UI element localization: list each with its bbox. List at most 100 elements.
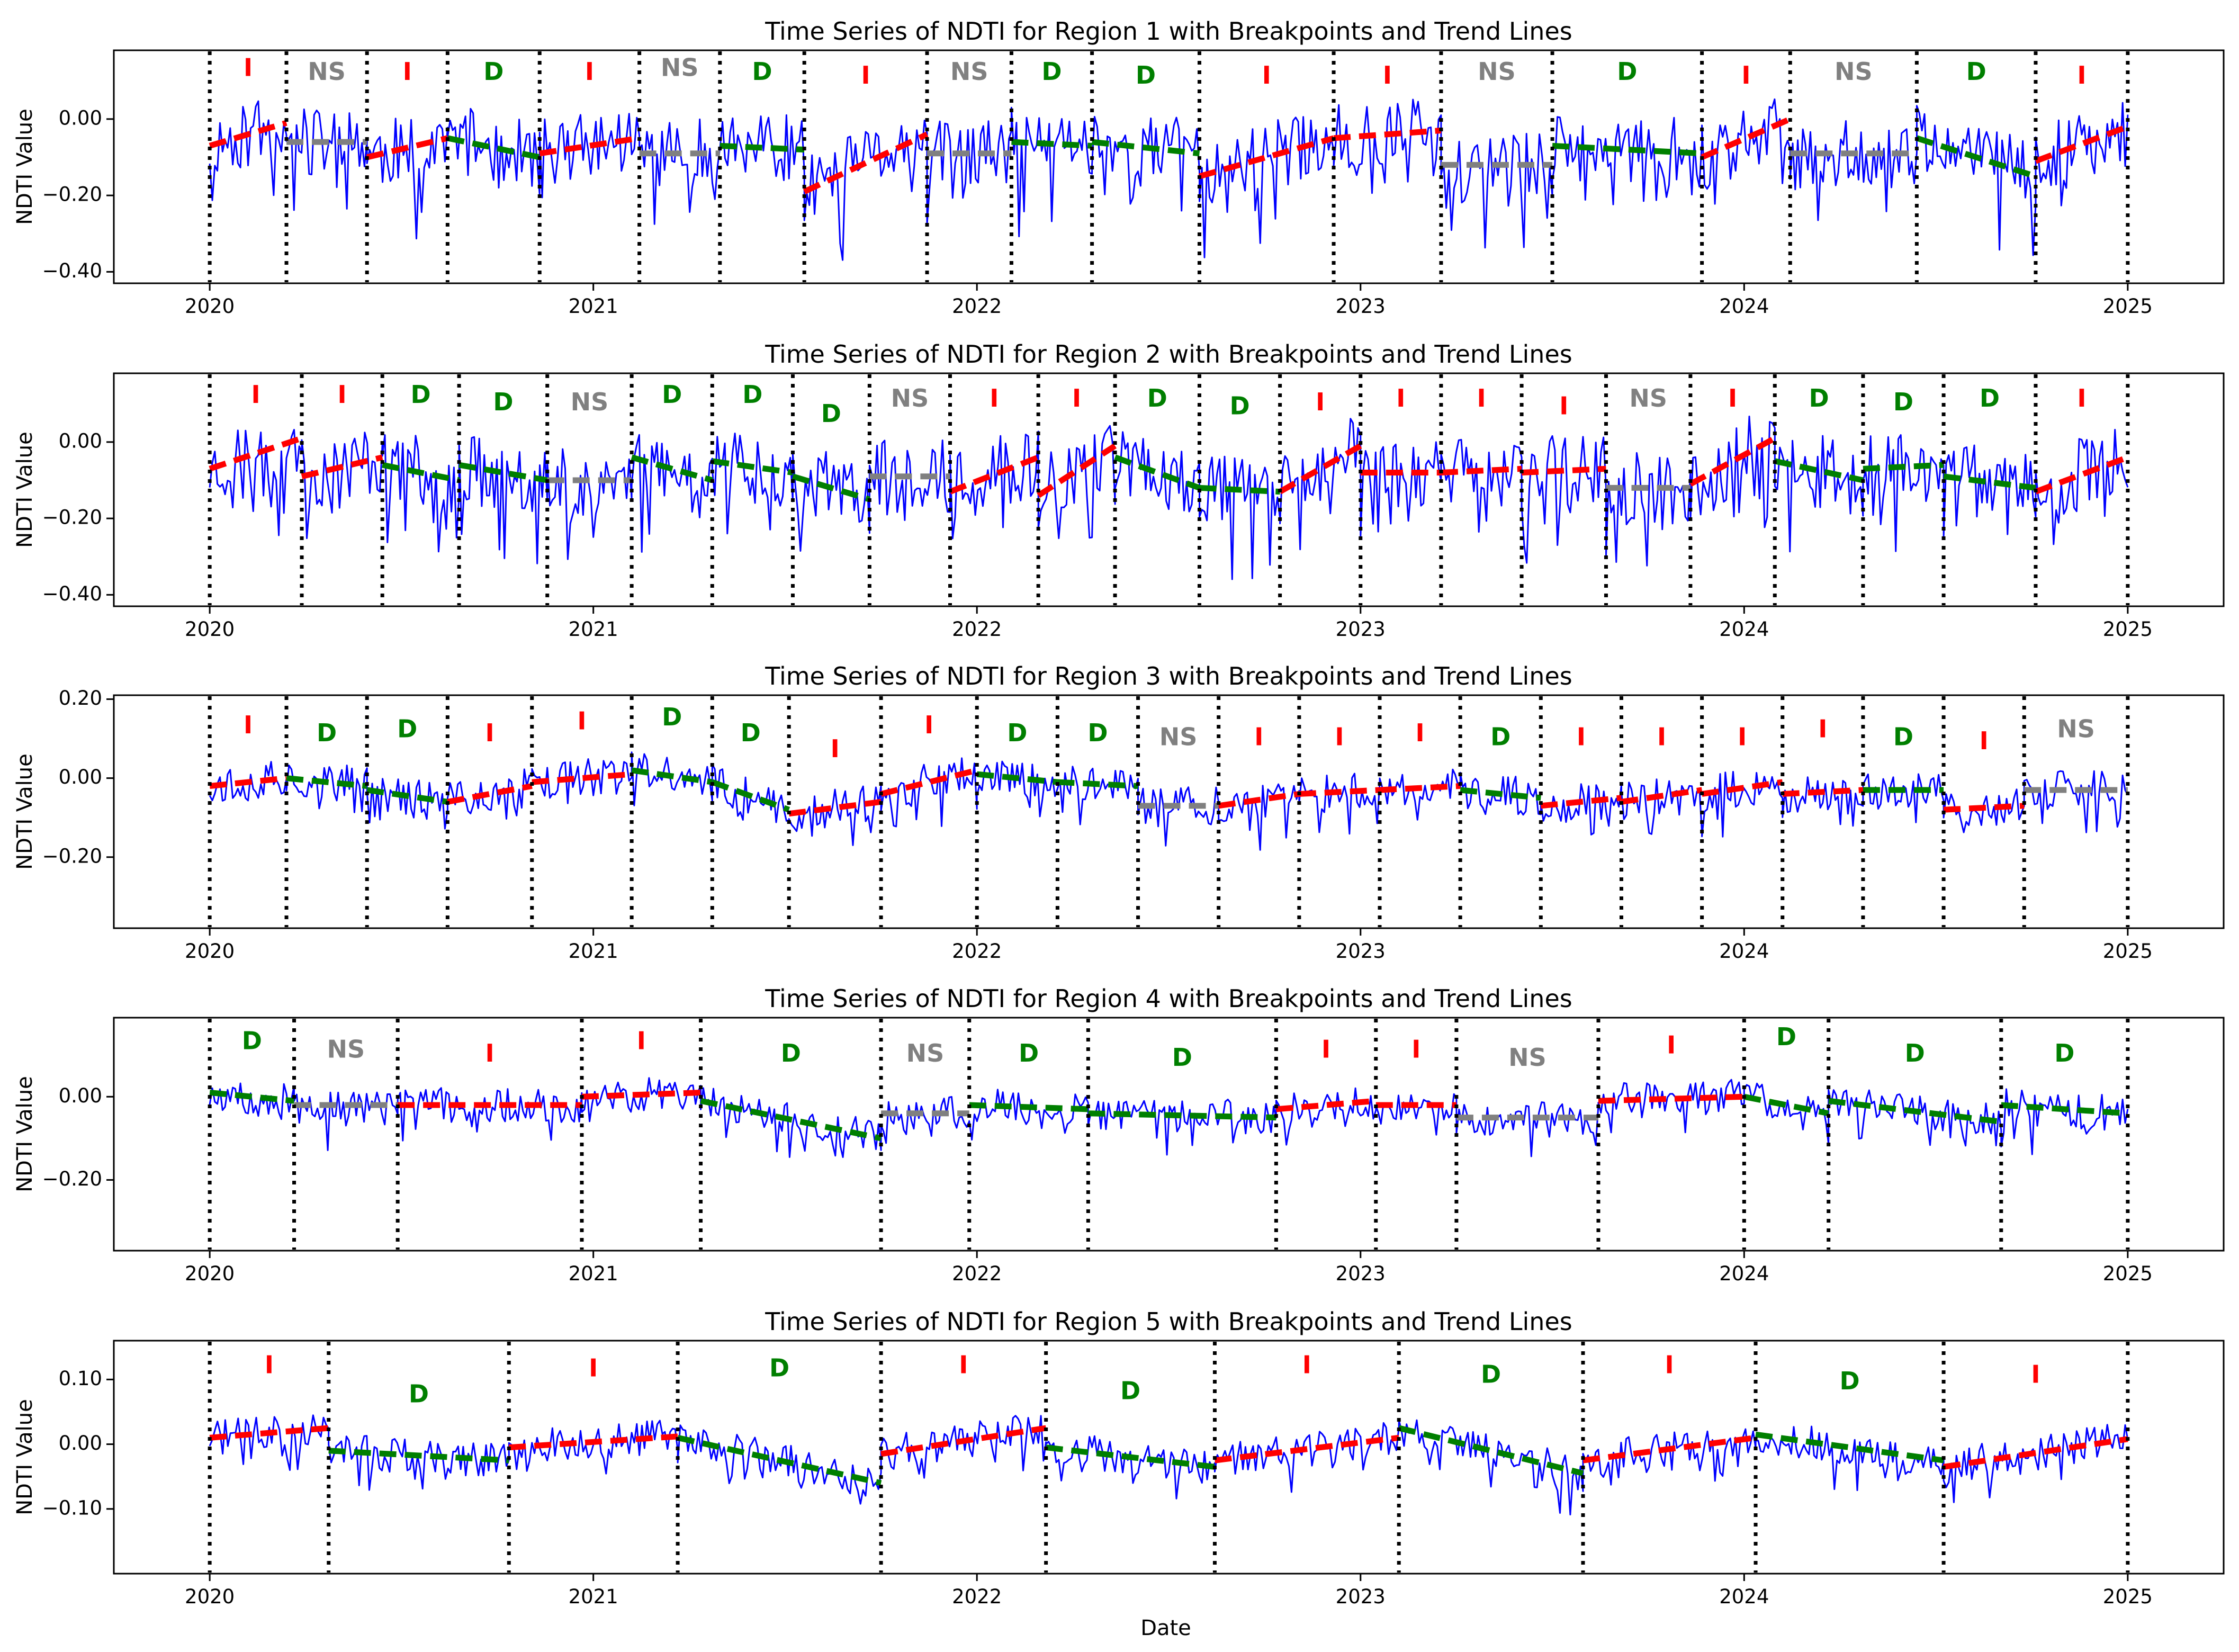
segment-trend-label: D (483, 57, 503, 86)
segment-trend-label: D (1172, 1043, 1192, 1072)
trend-line (1198, 135, 1335, 179)
x-tick-label: 2022 (952, 940, 1002, 963)
segment-trend-label: D (1776, 1022, 1796, 1051)
segment-trend-label: I (485, 1039, 494, 1067)
trend-line (209, 435, 303, 472)
trend-line (2035, 124, 2129, 164)
segment-trend-label: D (2054, 1039, 2074, 1067)
segment-trend-label: D (1147, 384, 1167, 412)
segment-trend-label: I (485, 719, 494, 747)
segment-trend-label: I (1980, 726, 1989, 755)
segment-trend-label: I (1477, 384, 1486, 412)
trend-line (631, 767, 713, 785)
segment-trend-label: D (821, 399, 841, 428)
x-tick-label: 2025 (2103, 1262, 2153, 1285)
ndti-series-line (209, 98, 2129, 261)
y-tick-label: 0.00 (59, 1432, 102, 1455)
trend-line (1943, 1436, 2128, 1470)
segment-trend-label: I (831, 734, 840, 763)
trend-line (803, 131, 929, 194)
trend-line (1299, 787, 1380, 797)
segment-trend-label: I (1741, 61, 1750, 89)
segment-trend-label: I (2077, 61, 2086, 89)
x-tick-label: 2023 (1336, 295, 1386, 318)
trend-line (1621, 787, 1703, 805)
segment-trend-label: I (1411, 1035, 1420, 1063)
trend-line (1037, 443, 1117, 498)
segment-trend-label: D (1839, 1367, 1859, 1395)
trend-line (1774, 458, 1864, 483)
trend-line (382, 462, 460, 483)
segment-trend-label: I (1577, 723, 1586, 751)
segment-trend-label: I (861, 61, 870, 89)
segment-trend-label: NS (1478, 57, 1516, 86)
y-axis-label: NDTI Value (13, 109, 37, 225)
segment-trend-label: D (769, 1354, 789, 1382)
segment-trend-label: NS (1835, 57, 1873, 86)
y-axis-label: NDTI Value (13, 753, 37, 870)
trend-line (2035, 454, 2129, 495)
trend-line (1088, 1110, 1276, 1121)
segment-trend-label: I (924, 711, 933, 739)
y-tick-label: −0.40 (42, 259, 102, 282)
trend-line (447, 783, 533, 805)
segment-trend-label: D (1893, 388, 1913, 416)
segment-trend-label: D (1041, 57, 1062, 86)
chart-title: Time Series of NDTI for Region 2 with Br… (765, 340, 1572, 369)
trend-line (1521, 465, 1606, 476)
trend-line (532, 771, 632, 785)
trend-line (328, 1448, 509, 1464)
trend-line (508, 1433, 678, 1451)
ndti-series-line (209, 751, 2129, 851)
trend-line (209, 120, 287, 149)
y-tick-label: −0.20 (42, 506, 102, 529)
y-tick-label: −0.10 (42, 1496, 102, 1519)
x-tick-label: 2024 (1719, 295, 1769, 318)
trend-line (1057, 779, 1138, 789)
chart-panel: Time Series of NDTI for Region 5 with Br… (13, 1307, 2225, 1608)
segment-trend-label: NS (661, 53, 699, 82)
segment-trend-label: D (1087, 719, 1108, 747)
x-tick-label: 2025 (2103, 1585, 2153, 1608)
y-axis-label: NDTI Value (13, 1076, 37, 1192)
segment-trend-label: NS (1629, 384, 1667, 412)
segment-trend-label: D (1229, 391, 1249, 420)
segment-trend-label: D (1136, 61, 1156, 89)
y-tick-label: 0.20 (59, 687, 102, 710)
segment-trend-label: D (397, 715, 417, 743)
y-axis-label: NDTI Value (13, 432, 37, 548)
trend-line (1701, 779, 1783, 797)
trend-line (366, 135, 448, 160)
trend-line (286, 775, 367, 789)
trend-line (720, 142, 805, 153)
trend-line (209, 1425, 329, 1441)
y-tick-label: −0.40 (42, 582, 102, 605)
trend-line (1333, 127, 1442, 141)
trend-line (1278, 443, 1362, 495)
trend-line (1701, 116, 1792, 160)
segment-trend-label: D (1120, 1376, 1140, 1405)
segment-trend-label: I (1072, 384, 1081, 412)
segment-trend-label: D (1893, 723, 1913, 751)
y-tick-label: −0.20 (42, 1168, 102, 1190)
x-tick-label: 2020 (185, 940, 235, 963)
x-axis-label: Date (1140, 1616, 1191, 1640)
segment-trend-label: I (1657, 723, 1666, 751)
ndti-series-line (209, 416, 2129, 580)
x-tick-label: 2023 (1336, 1585, 1386, 1608)
trend-line (712, 458, 794, 475)
x-tick-label: 2021 (569, 1585, 618, 1608)
x-tick-label: 2025 (2103, 618, 2153, 641)
trend-line (792, 473, 870, 502)
segment-trend-label: I (2031, 1360, 2040, 1389)
segment-trend-label: I (637, 1027, 646, 1055)
segment-trend-label: I (244, 53, 253, 82)
trend-line (1460, 787, 1541, 801)
segment-trend-label: D (742, 380, 762, 409)
segment-trend-label: I (1818, 715, 1827, 743)
segment-trend-label: NS (1159, 723, 1198, 751)
trend-line (1398, 1425, 1584, 1476)
trend-line (949, 454, 1040, 495)
trend-line (976, 771, 1058, 785)
